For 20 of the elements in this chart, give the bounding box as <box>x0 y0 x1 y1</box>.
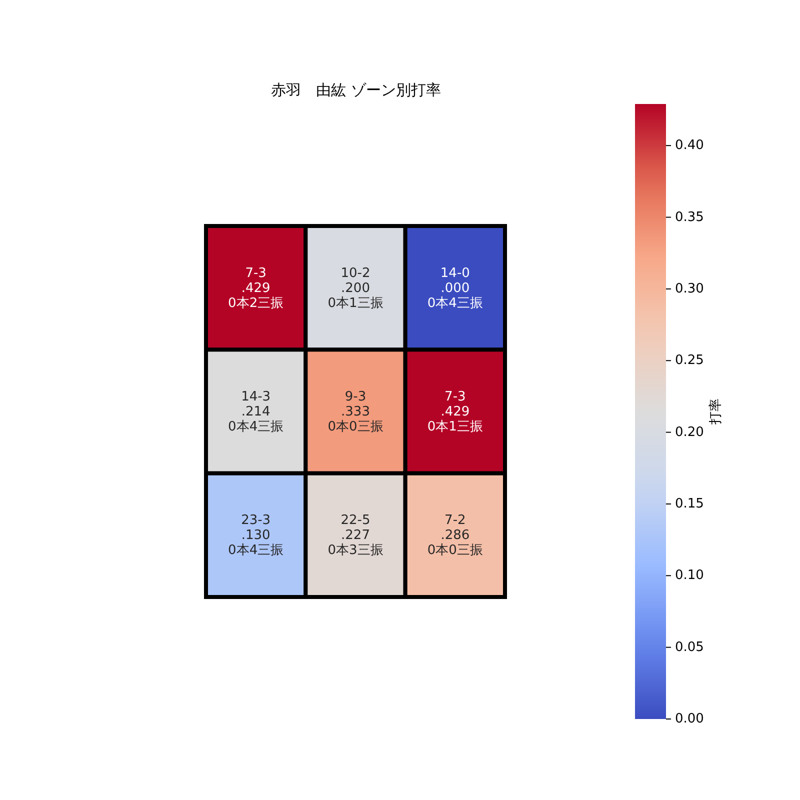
color-bar-label: 0.20 <box>675 424 704 440</box>
color-bar-label: 0.40 <box>675 138 704 154</box>
color-bar-label: 0.00 <box>675 712 704 726</box>
data-label: 7-3 .429 0本1三振 <box>427 389 483 434</box>
chart-title: 赤羽 由紘 ゾーン別打率 <box>271 81 441 99</box>
data-label: 22-5 .227 0本3三振 <box>328 512 384 558</box>
color-bar-label: 0.25 <box>675 353 704 368</box>
color-bar-label: 0.35 <box>675 210 704 225</box>
color-bar-label: 0.30 <box>675 281 704 296</box>
data-label: 10-2 .200 0本1三振 <box>328 265 384 310</box>
color-bar-label: 0.15 <box>675 496 704 512</box>
color-bar-label: 0.05 <box>675 640 704 655</box>
data-label: 7-2 .286 0本0三振 <box>427 512 483 558</box>
color-bar-title: 打率 <box>708 398 724 426</box>
color-bar-label: 0.10 <box>675 568 704 584</box>
data-label: 14-0 .000 0本4三振 <box>427 265 483 310</box>
data-label: 9-3 .333 0本0三振 <box>328 389 384 434</box>
data-label: 23-3 .130 0本4三振 <box>228 512 284 558</box>
data-label: 7-3 .429 0本2三振 <box>228 265 284 310</box>
data-label: 14-3 .214 0本4三振 <box>228 389 284 434</box>
